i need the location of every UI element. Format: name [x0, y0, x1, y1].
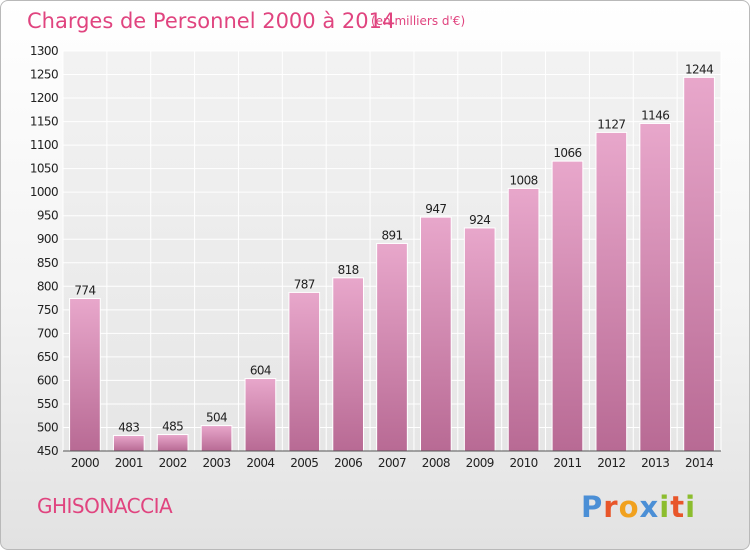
brand-logo: Proxiti — [581, 490, 696, 524]
data-label: 604 — [250, 364, 271, 378]
bars — [69, 76, 715, 452]
x-tick-label: 2006 — [334, 456, 362, 470]
x-tick-label: 2009 — [466, 456, 494, 470]
data-label: 1146 — [641, 108, 669, 122]
data-label: 1244 — [685, 62, 713, 76]
bar — [507, 187, 540, 452]
x-axis-ticks: 2000 2001 2002 2003 2004 2005 2006 2007 2008 2009… — [71, 456, 714, 470]
data-label: 818 — [338, 263, 359, 277]
bar — [376, 242, 408, 452]
y-tick-label: 1000 — [30, 185, 58, 199]
bar — [244, 378, 277, 452]
data-labels: 774 483 485 504 604 787 818 891 947 924 1008 1066 11… — [74, 62, 713, 434]
x-tick-label: 2004 — [246, 456, 274, 470]
brand-letter: i — [685, 490, 696, 524]
bar — [420, 216, 452, 452]
data-label: 1127 — [597, 117, 625, 131]
y-tick-label: 900 — [37, 232, 58, 246]
y-tick-label: 1100 — [30, 138, 58, 152]
data-label: 485 — [162, 420, 183, 434]
data-label: 891 — [381, 228, 402, 242]
x-tick-label: 2012 — [597, 456, 625, 470]
bar — [112, 434, 145, 452]
data-label: 924 — [469, 213, 490, 227]
commune-name: GHISONACCIA — [37, 494, 173, 518]
data-label: 1008 — [510, 173, 538, 187]
bar — [200, 425, 233, 452]
x-tick-label: 2005 — [290, 456, 318, 470]
data-label: 504 — [206, 411, 227, 425]
x-tick-label: 2008 — [422, 456, 450, 470]
chart-title: Charges de Personnel 2000 à 2014 — [27, 9, 395, 33]
x-tick-label: 2011 — [553, 456, 581, 470]
brand-letter: o — [619, 490, 640, 524]
bar — [551, 160, 584, 452]
x-tick-label: 2003 — [202, 456, 230, 470]
y-tick-label: 600 — [37, 373, 58, 387]
x-tick-label: 2001 — [115, 456, 143, 470]
x-tick-label: 2010 — [510, 456, 538, 470]
y-tick-label: 1300 — [30, 44, 58, 58]
x-tick-label: 2007 — [378, 456, 406, 470]
y-tick-label: 650 — [37, 350, 58, 364]
bar — [463, 227, 496, 452]
y-tick-label: 1050 — [30, 162, 58, 176]
x-tick-label: 2000 — [71, 456, 99, 470]
y-tick-label: 800 — [37, 279, 58, 293]
brand-letter: P — [581, 490, 603, 524]
bar — [288, 291, 321, 452]
y-tick-label: 450 — [37, 444, 58, 458]
y-tick-label: 1150 — [30, 115, 58, 129]
data-label: 483 — [118, 420, 139, 434]
bar — [683, 76, 715, 452]
data-label: 787 — [294, 277, 315, 291]
x-tick-label: 2002 — [159, 456, 187, 470]
y-tick-label: 700 — [37, 326, 58, 340]
y-tick-label: 750 — [37, 303, 58, 317]
y-tick-label: 500 — [37, 420, 58, 434]
bar — [156, 434, 189, 452]
y-tick-label: 1250 — [30, 68, 58, 82]
y-tick-label: 850 — [37, 256, 58, 270]
y-tick-label: 550 — [37, 397, 58, 411]
data-label: 947 — [425, 202, 446, 216]
y-axis-ticks: 450 500 550 600 650 700 750 800 850 900 950 1000 105… — [30, 44, 59, 458]
bar — [595, 131, 628, 452]
bar — [69, 298, 101, 452]
y-tick-label: 950 — [37, 209, 58, 223]
data-label: 774 — [74, 284, 95, 298]
bar — [639, 122, 672, 452]
y-tick-label: 1200 — [30, 91, 58, 105]
brand-letter: i — [659, 490, 670, 524]
brand-letter: x — [640, 490, 660, 524]
chart-subtitle: (en milliers d'€) — [371, 14, 465, 28]
data-label: 1066 — [553, 146, 581, 160]
bar — [332, 277, 364, 452]
x-tick-label: 2014 — [685, 456, 713, 470]
brand-letter: r — [603, 490, 618, 524]
x-tick-label: 2013 — [641, 456, 669, 470]
brand-letter: t — [670, 490, 685, 524]
